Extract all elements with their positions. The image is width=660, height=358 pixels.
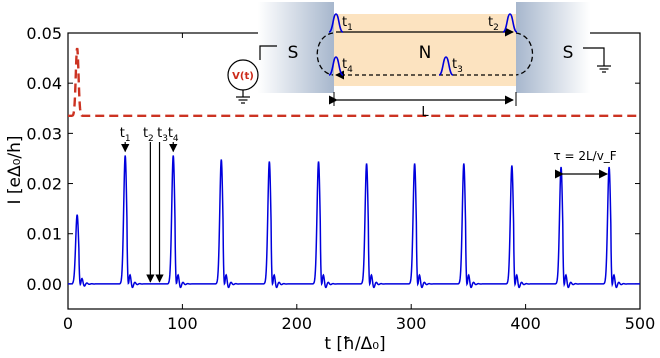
inset-label-t2: t2 <box>488 15 499 33</box>
pulse-t3 <box>438 56 454 76</box>
y-tick-label: 0.02 <box>26 175 62 194</box>
normal-region <box>334 14 516 86</box>
x-tick-label: 100 <box>167 314 198 333</box>
y-axis-label: I [eΔ₀/h] <box>5 135 25 204</box>
y-tick-label: 0.00 <box>26 275 62 294</box>
right-ground-wire <box>583 47 605 66</box>
annotation-layer: t1 t2 t3 t4 τ = 2L/v_F <box>120 126 617 283</box>
x-tick-label: 400 <box>510 314 541 333</box>
length-label: L <box>421 105 429 120</box>
inset-label-t3: t3 <box>452 57 463 75</box>
right-lead-label: S <box>563 43 574 63</box>
voltage-source: V(t) <box>227 45 277 104</box>
right-reflection-arc <box>515 32 533 76</box>
x-tick-label: 500 <box>625 314 656 333</box>
y-tick-label: 0.03 <box>26 124 62 143</box>
pulse-t2 <box>502 13 518 33</box>
pulse-t4 <box>328 56 344 76</box>
y-tick-label: 0.01 <box>26 225 62 244</box>
x-axis-label: t [ħ/Δ₀] <box>324 334 385 354</box>
y-axis-ticks: 0.00 0.01 0.02 0.03 0.04 0.05 <box>26 24 640 294</box>
right-ground <box>583 47 611 73</box>
x-tick-label: 300 <box>396 314 427 333</box>
source-wire <box>259 45 277 60</box>
y-tick-label: 0.05 <box>26 24 62 43</box>
x-tick-label: 0 <box>63 314 73 333</box>
left-superconductor-lead <box>258 2 334 93</box>
normal-region-label: N <box>419 43 432 63</box>
x-tick-label: 200 <box>282 314 313 333</box>
y-tick-label: 0.04 <box>26 74 62 93</box>
marker-label-t2: t2 <box>143 126 154 144</box>
x-axis-ticks: 0 100 200 300 400 500 <box>63 33 655 333</box>
marker-label-t3: t3 <box>157 126 168 144</box>
marker-label-t4: t4 <box>168 126 179 144</box>
right-superconductor-lead <box>516 2 590 93</box>
inset-label-t4: t4 <box>342 57 353 75</box>
series-voltage-line <box>68 47 640 118</box>
period-label: τ = 2L/v_F <box>553 149 616 163</box>
left-lead-label: S <box>288 43 299 63</box>
pulse-t1 <box>328 13 344 33</box>
left-reflection-arc <box>316 32 334 76</box>
marker-label-t1: t1 <box>120 126 131 144</box>
series-current-line <box>68 155 640 289</box>
series-layer <box>68 47 640 289</box>
inset-label-t1: t1 <box>342 15 353 33</box>
inset-diagram: t1 t2 t3 t4 S N S L V(t) <box>227 2 611 120</box>
voltage-source-label: V(t) <box>232 71 254 82</box>
